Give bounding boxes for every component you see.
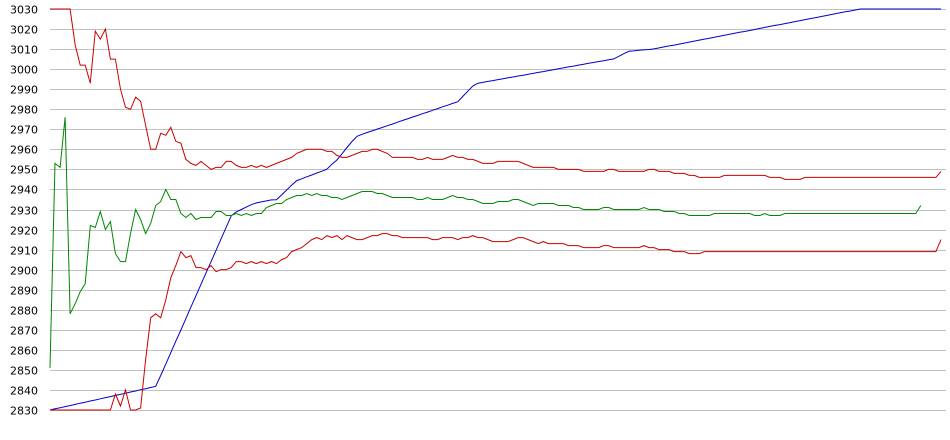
y-tick-label: 2940 bbox=[10, 184, 38, 197]
y-tick-label: 2890 bbox=[10, 285, 38, 298]
y-tick-label: 2910 bbox=[10, 245, 38, 258]
y-tick-label: 3000 bbox=[10, 64, 38, 77]
y-tick-label: 2900 bbox=[10, 265, 38, 278]
y-tick-label: 2990 bbox=[10, 84, 38, 97]
y-tick-label: 2920 bbox=[10, 225, 38, 238]
y-tick-label: 3030 bbox=[10, 4, 38, 17]
y-tick-label: 3020 bbox=[10, 24, 38, 37]
y-tick-label: 2970 bbox=[10, 124, 38, 137]
y-tick-label: 2880 bbox=[10, 305, 38, 318]
y-tick-label: 2930 bbox=[10, 205, 38, 218]
y-tick-label: 2850 bbox=[10, 365, 38, 378]
series-line-1 bbox=[49, 8, 941, 411]
y-tick-label: 2830 bbox=[10, 405, 38, 418]
y-tick-label: 2860 bbox=[10, 345, 38, 358]
series-line-2 bbox=[50, 8, 942, 180]
y-tick-label: 2980 bbox=[10, 104, 38, 117]
y-tick-label: 3010 bbox=[10, 44, 38, 57]
series-lines bbox=[49, 8, 942, 411]
y-tick-label: 2870 bbox=[10, 325, 38, 338]
series-line-3 bbox=[49, 117, 922, 368]
y-tick-label: 2960 bbox=[10, 144, 38, 157]
gridlines bbox=[50, 9, 946, 411]
y-axis-tick-labels: 2830 2840 2850 2860 2870 2880 2890 2900 2910 2920… bbox=[10, 4, 38, 418]
series-line-4 bbox=[50, 233, 942, 411]
y-tick-label: 2950 bbox=[10, 164, 38, 177]
y-tick-label: 2840 bbox=[10, 385, 38, 398]
